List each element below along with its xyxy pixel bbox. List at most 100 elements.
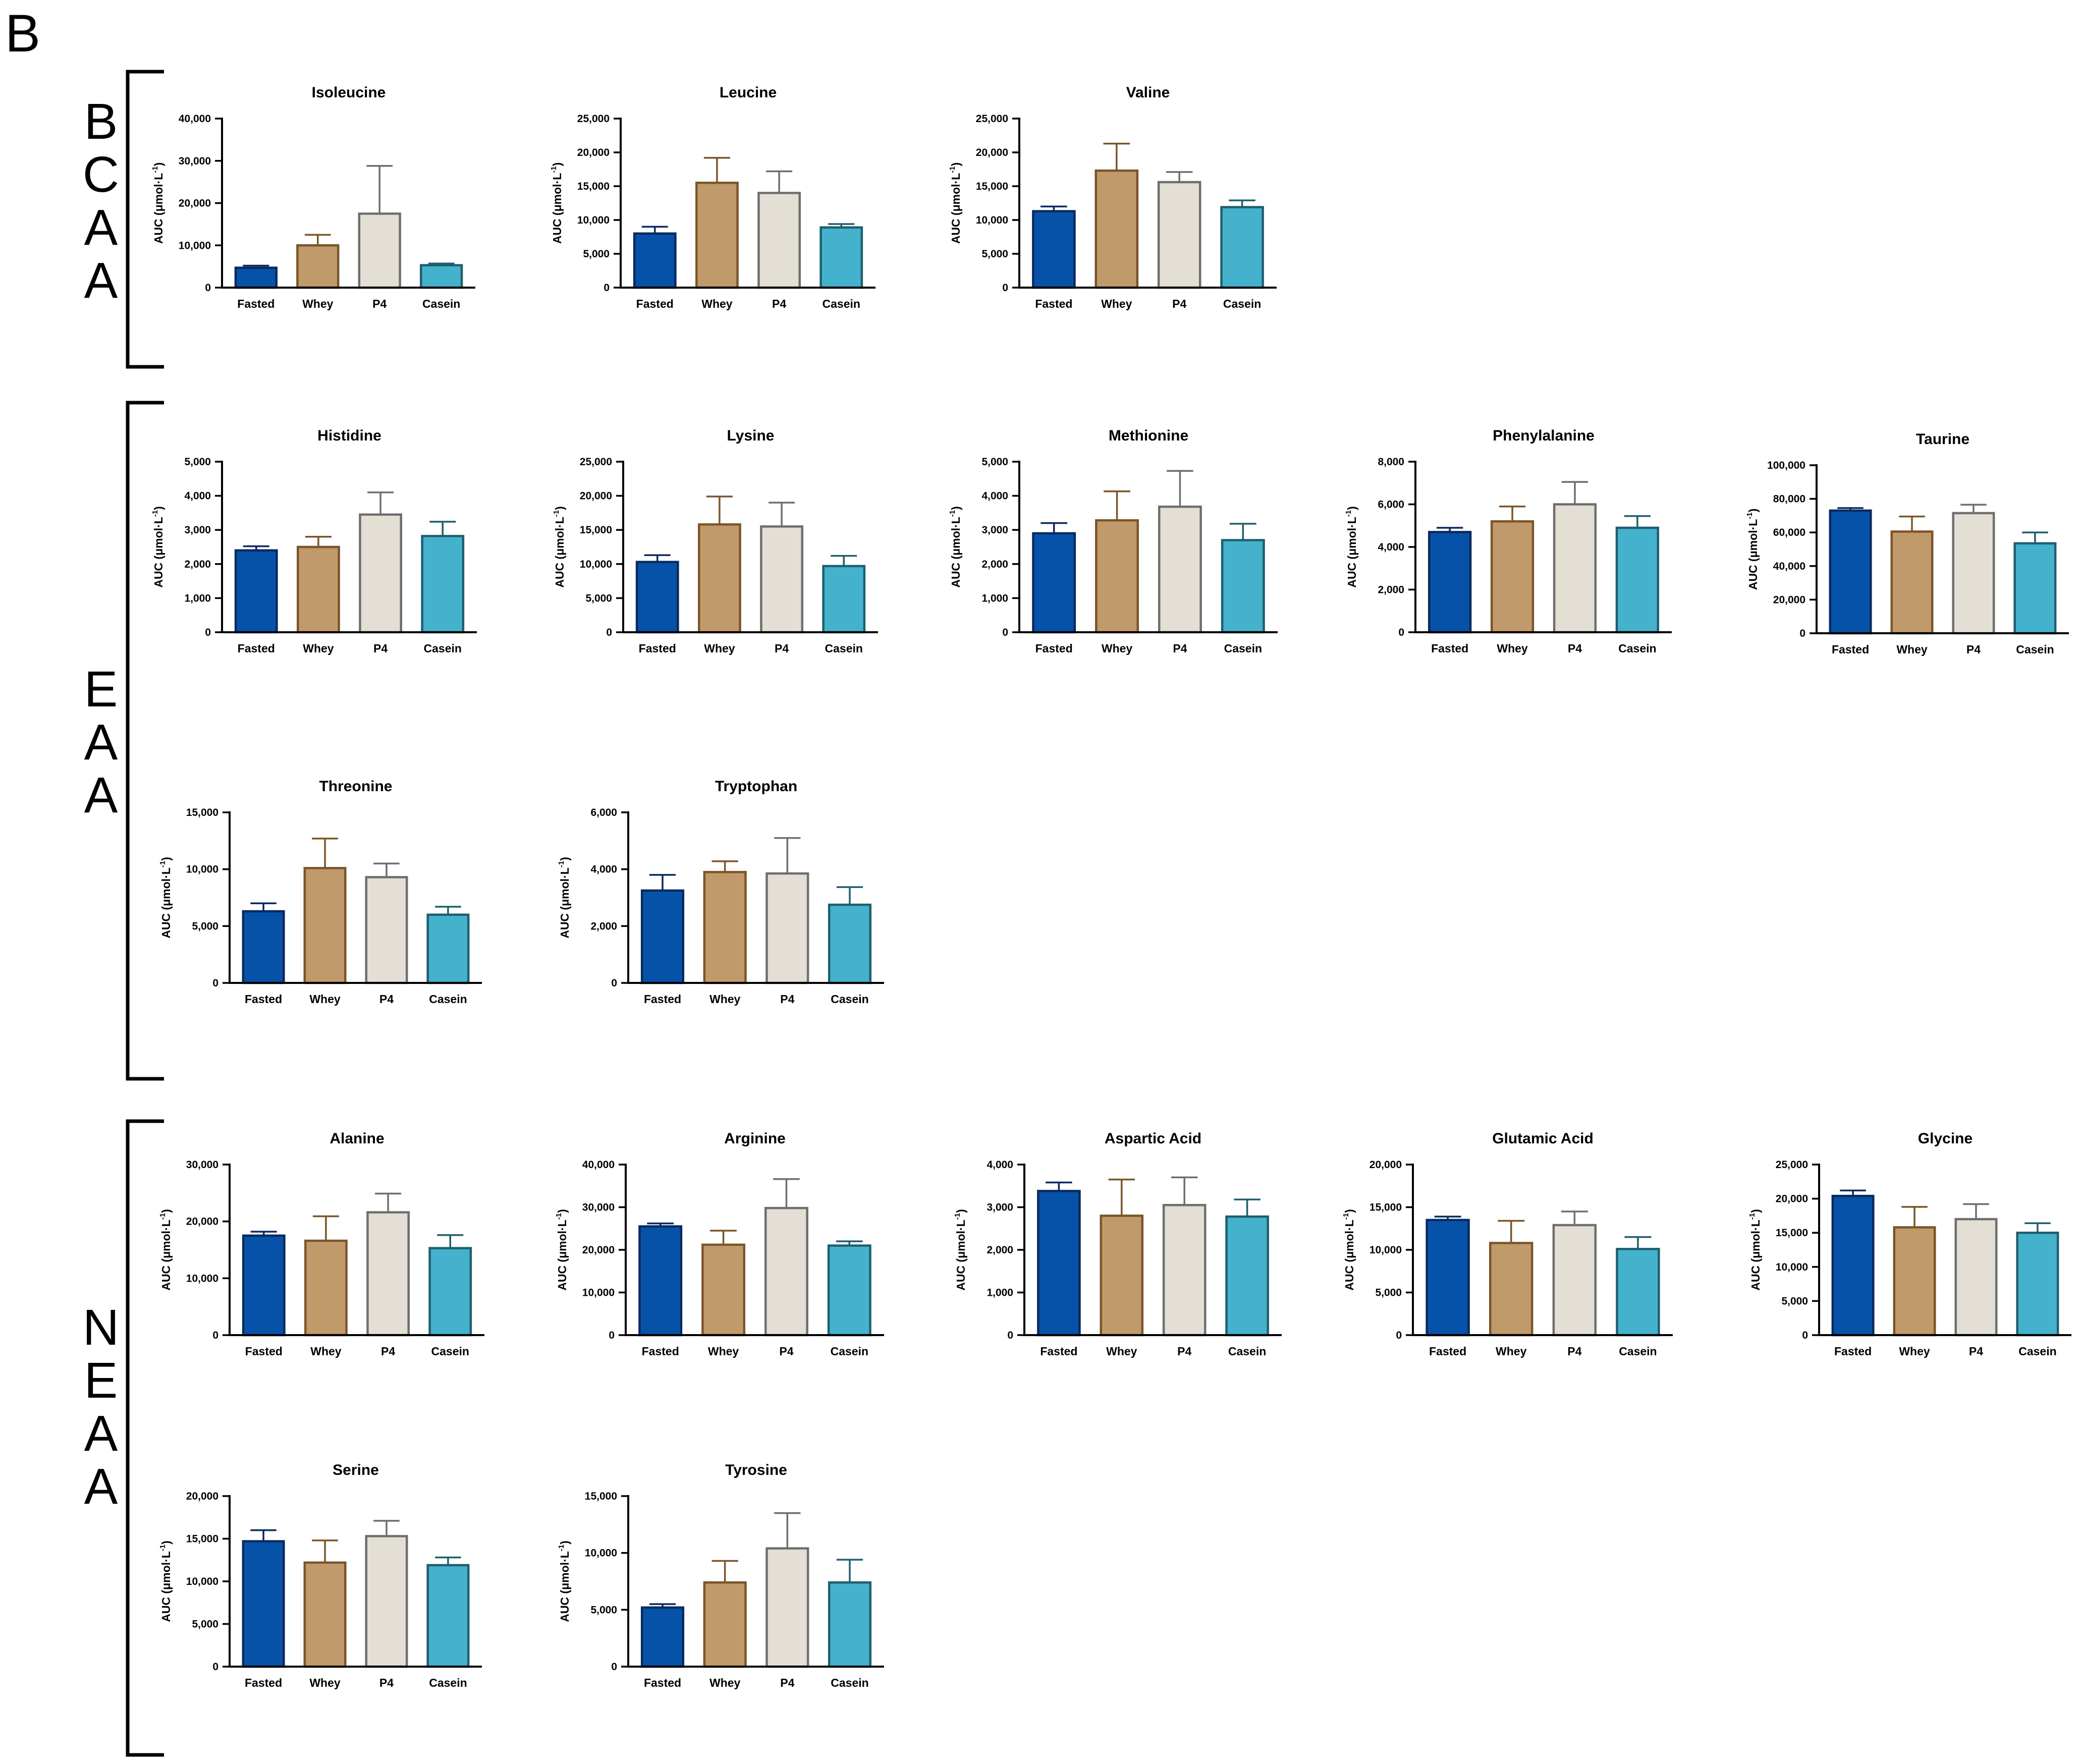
x-tick-label: P4	[372, 297, 387, 310]
bar-casein	[420, 264, 463, 289]
y-tick-label: 10,000	[1370, 1244, 1402, 1256]
y-tick-label: 30,000	[186, 1159, 218, 1171]
bar-whey	[701, 1243, 746, 1337]
chart-title: Taurine	[1916, 431, 1969, 448]
group-letter: E	[84, 1352, 118, 1409]
x-tick-label: Fasted	[238, 642, 275, 655]
x-tick-label: Whey	[1899, 1345, 1930, 1358]
y-tick-label: 20,000	[1370, 1159, 1402, 1171]
x-tick-label: P4	[775, 642, 789, 655]
chart-title: Isoleucine	[312, 84, 386, 101]
y-tick-label: 5,000	[981, 248, 1008, 260]
x-tick-label: Fasted	[644, 1676, 681, 1689]
y-tick-label: 5,000	[192, 920, 218, 932]
y-tick-label: 20,000	[186, 1491, 218, 1502]
y-tick-label: 20,000	[1773, 594, 1805, 605]
bar-fasted	[1831, 1194, 1875, 1337]
charts-area: Isoleucine Fasted Whey P4 Casein 0 10,000 20,00…	[151, 84, 2071, 1689]
x-tick-label: Fasted	[245, 1676, 282, 1689]
x-tick-label: Casein	[1618, 642, 1656, 655]
group-letter: N	[83, 1299, 119, 1356]
group-letter: B	[84, 93, 118, 150]
x-tick-label: Whey	[1102, 642, 1133, 655]
chart-aspartic-acid: Aspartic Acid Fasted Whey P4 Casein 0 1,000 2,0…	[953, 1130, 1282, 1358]
y-tick-label: 15,000	[585, 1491, 617, 1502]
y-tick-label: 10,000	[186, 864, 218, 875]
bar-fasted	[633, 232, 677, 289]
x-tick-label: Fasted	[639, 642, 676, 655]
bar-casein	[828, 903, 872, 984]
y-tick-label: 5,000	[184, 456, 211, 468]
bar-whey	[303, 1561, 347, 1668]
x-tick-label: Fasted	[1834, 1345, 1872, 1358]
bar-casein	[428, 1247, 472, 1337]
bar-whey	[303, 867, 347, 984]
bar-p4	[1553, 503, 1597, 634]
chart-title: Glycine	[1918, 1130, 1973, 1147]
chart-tryptophan: Tryptophan Fasted Whey P4 Casein 0 2,000 4,000 6…	[557, 778, 884, 1006]
y-tick-label: 10,000	[179, 240, 211, 251]
x-tick-label: Casein	[2016, 643, 2054, 656]
y-tick-label: 15,000	[1370, 1202, 1402, 1214]
x-tick-label: P4	[379, 993, 394, 1006]
y-tick-label: 60,000	[1773, 527, 1805, 538]
y-tick-label: 1,000	[981, 592, 1008, 604]
y-tick-label: 5,000	[585, 592, 612, 604]
y-tick-label: 0	[1396, 1330, 1402, 1341]
x-tick-label: Whey	[708, 1345, 739, 1358]
y-axis-label: AUC (μmol·L-1)	[151, 162, 165, 244]
x-tick-label: Whey	[310, 1345, 342, 1358]
bar-p4	[366, 1211, 410, 1337]
y-axis-label: AUC (μmol·L-1)	[1745, 509, 1760, 590]
y-axis-label: AUC (μmol·L-1)	[158, 1540, 173, 1622]
bar-casein	[1616, 1248, 1660, 1337]
bar-whey	[1100, 1215, 1144, 1337]
y-tick-label: 8,000	[1378, 456, 1404, 468]
y-tick-label: 5,000	[583, 248, 610, 260]
y-tick-label: 5,000	[192, 1619, 218, 1630]
chart-arginine: Arginine Fasted Whey P4 Casein 0 10,000 20,000 3…	[555, 1130, 884, 1358]
bar-whey	[1890, 530, 1934, 635]
x-tick-label: Fasted	[636, 297, 674, 310]
y-tick-label: 10,000	[186, 1273, 218, 1284]
bar-casein	[1221, 539, 1265, 634]
bar-p4	[1952, 512, 1995, 635]
bar-fasted	[1032, 210, 1076, 289]
group-letter: C	[83, 146, 119, 203]
y-tick-label: 15,000	[580, 524, 612, 536]
group-letter: A	[84, 1458, 118, 1515]
x-tick-label: Whey	[302, 297, 334, 310]
x-tick-label: Fasted	[642, 1345, 679, 1358]
x-tick-label: Casein	[1224, 642, 1262, 655]
x-tick-label: P4	[381, 1345, 395, 1358]
y-tick-label: 0	[212, 1330, 218, 1341]
y-tick-label: 20,000	[1776, 1193, 1808, 1205]
y-tick-label: 4,000	[1378, 541, 1404, 553]
y-tick-label: 25,000	[577, 113, 610, 125]
x-tick-label: Whey	[309, 993, 341, 1006]
x-tick-label: Whey	[704, 642, 735, 655]
y-axis-label: AUC (μmol·L-1)	[158, 857, 173, 939]
chart-title: Methionine	[1109, 427, 1188, 444]
bar-casein	[2016, 1231, 2059, 1337]
chart-title: Lysine	[727, 427, 775, 444]
bar-p4	[365, 876, 408, 984]
x-tick-label: Casein	[825, 642, 863, 655]
bar-whey	[296, 244, 340, 289]
x-tick-label: Casein	[831, 1345, 868, 1358]
y-tick-label: 4,000	[184, 490, 211, 502]
bar-fasted	[635, 561, 679, 634]
x-tick-label: Whey	[709, 993, 741, 1006]
panel-label: B	[5, 4, 40, 63]
y-tick-label: 40,000	[1773, 561, 1805, 572]
x-tick-label: Casein	[1223, 297, 1261, 310]
x-tick-label: Fasted	[1832, 643, 1869, 656]
chart-glutamic-acid: Glutamic Acid Fasted Whey P4 Casein 0 5,000 10,…	[1342, 1130, 1673, 1358]
group-eaa: EAA	[84, 401, 164, 1081]
y-tick-label: 6,000	[1378, 499, 1404, 511]
x-tick-label: Casein	[1619, 1345, 1657, 1358]
chart-title: Alanine	[330, 1130, 384, 1147]
y-tick-label: 10,000	[1776, 1261, 1808, 1273]
chart-title: Serine	[333, 1462, 379, 1478]
